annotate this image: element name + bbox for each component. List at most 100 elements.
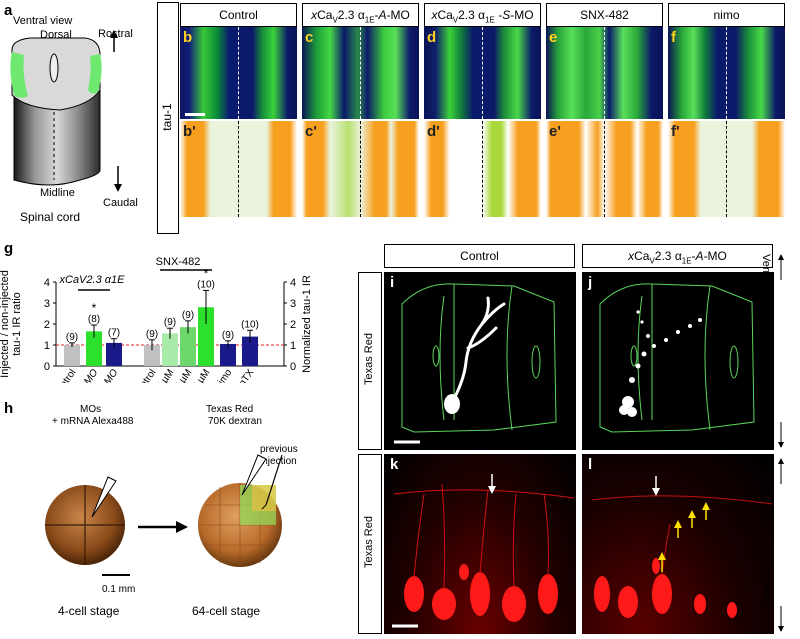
panel-i-letter: i: [390, 274, 395, 291]
previous-injection-label: previous injection: [260, 444, 298, 467]
n-label: (10): [241, 319, 259, 330]
panel-a-letter: a: [4, 2, 13, 19]
neuron-trace-control: i: [384, 272, 576, 450]
panel-h-letter: h: [4, 400, 14, 417]
condition-header-s-mo: xCaV2.3 α1E -S-MO: [424, 3, 541, 27]
n-label: (10): [197, 279, 215, 290]
header-mo-ijkl: xCaV2.3 α1E-A-MO: [582, 244, 773, 268]
condition-header-control: Control: [180, 3, 297, 27]
micrograph-e: e: [546, 27, 663, 119]
condition-header-snx482: SNX-482: [546, 3, 663, 27]
n-label: (9): [222, 330, 234, 341]
header-control-ijkl: Control: [384, 244, 575, 268]
texas-red-row-label-top: Texas Red: [363, 333, 375, 385]
texas-red-row-frame-top: [358, 272, 382, 450]
panel-d-letter: d: [427, 29, 437, 46]
mrna-label: + mRNA Alexa488: [52, 416, 134, 427]
micrograph-c: c: [302, 27, 419, 119]
x-tick-label: nimo: [213, 367, 235, 383]
embryo-scale-label: 0.1 mm: [102, 584, 136, 595]
ventral-arrow-top: [776, 252, 786, 287]
n-label: (9): [66, 332, 78, 343]
y-tick-label-right: 1: [290, 340, 296, 352]
significance-star: *: [204, 266, 209, 280]
panel-f-prime-letter: f': [671, 123, 680, 140]
bar: [106, 342, 122, 366]
panel-c-prime-letter: c': [305, 123, 317, 140]
y-tick-label-right: 0: [290, 361, 296, 373]
texas-red-row-frame-bottom: [358, 454, 382, 634]
y-axis-label-left: Injected / non-injectedtau-1 IR ratio: [0, 270, 23, 378]
panel-l-letter: l: [588, 456, 593, 473]
micrograph-f: f: [668, 27, 785, 119]
ventral-label-top: Ventral: [760, 254, 772, 289]
ventral-label-bottom: Ventral: [760, 460, 772, 495]
bar: [220, 343, 236, 366]
n-label: (9): [146, 329, 158, 340]
ventral-view-label: Ventral view: [13, 15, 73, 27]
x-tick-label: Control: [51, 367, 79, 383]
texas-red-label: Texas Red: [206, 404, 254, 415]
dorsal-label-top: Dorsal: [760, 372, 772, 404]
y-tick-label-right: 3: [290, 298, 296, 310]
y-tick-label-left: 0: [44, 361, 50, 373]
panel-d-prime-letter: d': [427, 123, 440, 140]
segmentation-d-prime: d': [424, 121, 541, 217]
tau1-row-frame: [157, 2, 179, 234]
y-tick-label-right: 4: [290, 277, 296, 289]
ventral-arrow-bottom: [776, 456, 786, 491]
panel-j-letter: j: [588, 274, 593, 291]
panel-f-letter: f: [671, 29, 676, 46]
y-axis-label-right: Normalized tau-1 IR: [301, 275, 313, 373]
spinal-cord-diagram: [10, 30, 122, 192]
x-tick-label: CgTX: [233, 367, 257, 383]
texas-red-micrograph-mo: l: [582, 454, 774, 634]
y-tick-label-left: 1: [44, 340, 50, 352]
panel-b-prime-letter: b': [183, 123, 196, 140]
n-label: (7): [108, 328, 120, 339]
micrograph-d: d: [424, 27, 541, 119]
embryo-injection-diagram: [45, 454, 283, 576]
panel-k-letter: k: [390, 456, 399, 473]
dextran-label: 70K dextran: [208, 416, 262, 427]
panel-c-letter: c: [305, 29, 314, 46]
midline-label: Midline: [40, 187, 75, 199]
segmentation-f-prime: f': [668, 121, 785, 217]
condition-header-nimo: nimo: [668, 3, 785, 27]
dorsal-label-bottom: Dorsal: [760, 572, 772, 604]
bar: [144, 345, 160, 366]
x-tick-label: Control: [131, 367, 159, 383]
dorsal-arrow-top: [776, 420, 786, 455]
x-tick-label: S-MO: [96, 367, 120, 383]
bar: [64, 345, 80, 366]
significance-star: *: [92, 301, 97, 315]
condition-header-a-mo: xCaV2.3 α1E-A-MO: [302, 3, 419, 27]
neuron-trace-mo: j: [582, 272, 774, 450]
dorsal-arrow-bottom: [776, 604, 786, 639]
group-label-left: xCaV2.3 α1E: [59, 274, 126, 286]
tau1-row-label: tau-1: [160, 103, 174, 131]
bar: [162, 333, 178, 366]
n-label: (9): [164, 317, 176, 328]
x-tick-label: A-MO: [76, 367, 101, 383]
texas-red-micrograph-control: k: [384, 454, 576, 634]
panel-e-letter: e: [549, 29, 558, 46]
spinal-cord-caption: Spinal cord: [20, 210, 81, 224]
panel-b-letter: b: [183, 29, 193, 46]
caudal-label: Caudal: [103, 197, 138, 209]
y-tick-label-right: 2: [290, 319, 296, 331]
scale-bar: [185, 113, 205, 116]
y-tick-label-left: 4: [44, 277, 50, 289]
segmentation-b-prime: b': [180, 121, 297, 217]
segmentation-e-prime: e': [546, 121, 663, 217]
sixtyfour-cell-stage-label: 64-cell stage: [192, 604, 261, 618]
panel-e-prime-letter: e': [549, 123, 561, 140]
bar: [86, 331, 102, 366]
n-label: (8): [88, 314, 100, 325]
bar: [242, 336, 258, 366]
tau1-bar-chart: 0 0 1 1 2 2 3 3 4 4 Injected / non-injectedtau-1 I…: [0, 256, 313, 383]
segmentation-c-prime: c': [302, 121, 419, 217]
n-label: (9): [182, 310, 194, 321]
group-label-right: SNX-482: [156, 256, 201, 268]
texas-red-row-label-bottom: Texas Red: [363, 516, 375, 568]
